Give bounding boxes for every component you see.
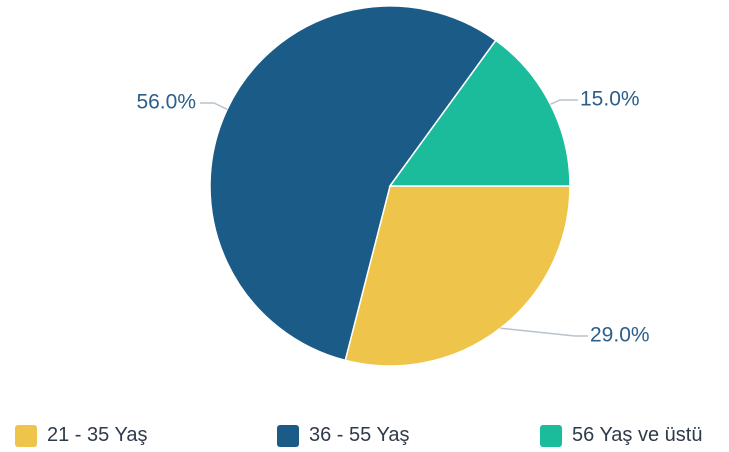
leader-line-56-plus xyxy=(550,99,578,105)
legend-swatch-21-35 xyxy=(15,424,37,447)
legend-item-36-55: 36 - 55 Yaş xyxy=(277,424,409,447)
pie-chart: 29.0% 56.0% 15.0% xyxy=(136,5,650,367)
legend-item-21-35: 21 - 35 Yaş xyxy=(15,424,147,447)
pie-slice-36-55 xyxy=(209,5,497,362)
legend-label-21-35: 21 - 35 Yaş xyxy=(47,424,148,446)
legend-label-36-55: 36 - 55 Yaş xyxy=(309,424,410,446)
legend-swatch-36-55 xyxy=(277,424,299,447)
data-label-56-plus: 15.0% xyxy=(580,88,640,111)
legend-label-56-plus: 56 Yaş ve üstü xyxy=(572,424,703,446)
data-label-21-35: 29.0% xyxy=(590,324,650,347)
legend-item-56-plus: 56 Yaş ve üstü xyxy=(540,424,702,447)
legend-swatch-56-plus xyxy=(540,424,562,447)
leader-line-36-55 xyxy=(200,102,228,111)
data-label-36-55: 56.0% xyxy=(136,91,196,114)
leader-line-21-35 xyxy=(500,327,588,337)
pie-slice-56-plus xyxy=(388,39,571,187)
